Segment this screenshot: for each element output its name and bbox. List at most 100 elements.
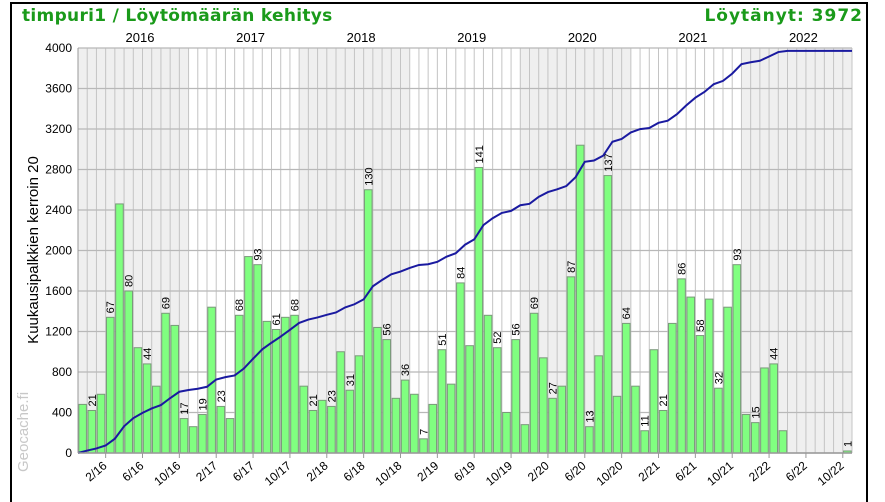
bar-data-label: 93 (253, 248, 265, 260)
bar-data-label: 56 (511, 323, 523, 335)
bar-data-label: 21 (658, 394, 670, 406)
bar (575, 144, 585, 454)
year-label: 2019 (457, 30, 486, 45)
x-tick-label: 2/16 (83, 458, 110, 484)
bar (520, 424, 530, 454)
bar-data-label: 21 (87, 394, 99, 406)
bar-data-label: 23 (326, 390, 338, 402)
bar-data-label: 64 (621, 307, 633, 319)
x-tick-label: 6/21 (672, 458, 699, 484)
bar-data-label: 68 (234, 299, 246, 311)
bar-data-label: 141 (474, 145, 486, 163)
bar (78, 403, 87, 454)
bar-data-label: 32 (713, 372, 725, 384)
bar-data-label: 58 (695, 319, 707, 331)
year-label: 2018 (347, 30, 376, 45)
bar (585, 426, 594, 454)
x-tick-label: 10/22 (815, 458, 847, 488)
bar (391, 397, 401, 454)
bar-data-label: 1 (842, 441, 854, 447)
x-tick-label: 2/20 (525, 458, 552, 484)
x-tick-label: 2/22 (746, 458, 773, 484)
bar-data-label: 93 (732, 248, 744, 260)
bar (695, 335, 705, 454)
bar-data-label: 27 (548, 382, 560, 394)
bar-data-label: 15 (750, 406, 762, 418)
bar (446, 383, 456, 454)
bar (437, 349, 447, 454)
y-tick-label: 2400 (45, 203, 72, 217)
bar (188, 426, 198, 454)
bar (658, 409, 668, 454)
x-tick-label: 10/18 (372, 458, 404, 488)
bar-data-label: 69 (161, 297, 173, 309)
bar-data-label: 13 (584, 410, 596, 422)
bar-data-label: 86 (677, 263, 689, 275)
y-tick-label: 800 (52, 365, 72, 379)
bar-data-label: 87 (566, 261, 578, 273)
bar (152, 385, 161, 454)
bar (769, 363, 778, 454)
x-tick-label: 2/19 (414, 458, 441, 484)
bar (529, 312, 539, 454)
bar-data-label: 84 (455, 267, 467, 279)
bar (511, 339, 520, 454)
bar (732, 264, 742, 454)
x-tick-label: 10/17 (262, 458, 294, 488)
bar-data-label: 21 (308, 394, 320, 406)
bar-data-label: 11 (640, 415, 652, 426)
bar-data-label: 7 (419, 429, 431, 435)
y-tick-label: 1600 (45, 284, 72, 298)
bar (539, 357, 548, 454)
bar (621, 322, 631, 454)
year-label: 2016 (126, 30, 155, 45)
y-tick-label: 0 (65, 446, 72, 460)
y-tick-label: 3600 (45, 82, 72, 96)
bar (686, 296, 696, 454)
bar-data-label: 68 (290, 299, 302, 311)
x-tick-label: 6/18 (341, 458, 368, 484)
bar (281, 316, 290, 454)
bar (244, 256, 253, 454)
bar (557, 385, 567, 454)
watermark: Geocache.fi (15, 392, 32, 472)
bar (345, 389, 355, 454)
cumulative-line (77, 49, 853, 454)
bar-data-label: 36 (400, 364, 412, 376)
x-tick-label: 10/21 (704, 458, 736, 488)
chart-frame (10, 2, 868, 502)
bar (179, 418, 189, 454)
chart-title: timpuri1 / Löytömäärän kehitys (22, 6, 333, 26)
bar-data-label: 51 (437, 333, 449, 345)
bar (198, 414, 207, 454)
bar-data-label: 44 (769, 348, 781, 360)
x-tick-label: 2/18 (304, 458, 331, 484)
bar (603, 175, 613, 454)
bar (133, 347, 143, 454)
bar (419, 438, 428, 454)
year-label: 2017 (236, 30, 265, 45)
bar (225, 418, 235, 454)
x-tick-label: 6/19 (451, 458, 478, 484)
y-tick-label: 3200 (45, 122, 72, 136)
bar (308, 409, 318, 454)
bar-data-label: 67 (105, 301, 117, 313)
bar (170, 324, 180, 454)
y-tick-label: 2800 (45, 163, 72, 177)
bar (456, 282, 465, 454)
bar (363, 189, 373, 454)
y-tick-label: 400 (52, 406, 72, 420)
bar (474, 166, 484, 454)
bar (290, 314, 299, 454)
bar (465, 345, 474, 454)
bar (299, 385, 309, 454)
bar-data-label: 61 (271, 313, 283, 325)
bar-data-label: 52 (492, 331, 504, 343)
bar (400, 379, 410, 454)
x-tick-label: 2/17 (193, 458, 220, 484)
bar (124, 290, 133, 454)
bar (253, 264, 262, 454)
y-axis-label: Kuukausipalkkien kerroin 20 (25, 156, 42, 344)
year-label: 2021 (678, 30, 707, 45)
bar-data-label: 23 (216, 390, 228, 402)
